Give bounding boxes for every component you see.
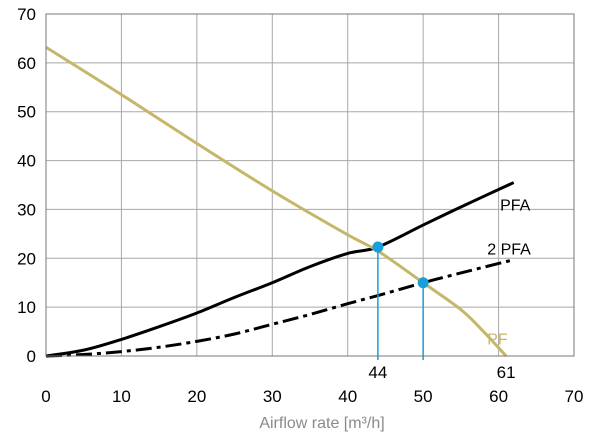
- x-tick-label-60: 60: [489, 387, 508, 406]
- series-label-pf: PF: [487, 331, 508, 348]
- x-tick-label-10: 10: [112, 387, 131, 406]
- y-tick-label-40: 40: [17, 152, 36, 171]
- drop-line-label-61: 61: [497, 363, 516, 382]
- series-line-pfa: [45, 181, 515, 358]
- y-tick-label-0: 0: [27, 347, 36, 366]
- x-tick-label-70: 70: [565, 387, 584, 406]
- y-tick-label-60: 60: [17, 54, 36, 73]
- y-tick-label-10: 10: [17, 298, 36, 317]
- plot-frame: [45, 13, 575, 357]
- series-line-pf: [45, 45, 508, 358]
- tick-labels: 0 10 20 30 40 50 60 70 0 10 20 30 40 50 60 70: [17, 5, 583, 406]
- operating-point-44: [372, 241, 384, 253]
- drop-line-label-44: 44: [368, 363, 387, 382]
- x-tick-label-20: 20: [187, 387, 206, 406]
- grid: [45, 13, 575, 357]
- y-tick-label-70: 70: [17, 5, 36, 24]
- series-line-2-pfa: [45, 258, 515, 358]
- x-axis-label: Airflow rate [m³/h]: [259, 415, 384, 432]
- drop-lines: [377, 247, 424, 360]
- x-tick-label-30: 30: [263, 387, 282, 406]
- y-tick-label-30: 30: [17, 200, 36, 219]
- annotations: 44 61 PFA 2 PFA PF: [368, 197, 531, 382]
- x-tick-label-0: 0: [41, 387, 50, 406]
- series-curves: [45, 45, 515, 358]
- operating-point-50: [417, 277, 429, 289]
- x-tick-label-40: 40: [338, 387, 357, 406]
- series-label-2-pfa: 2 PFA: [487, 241, 531, 258]
- x-tick-label-50: 50: [414, 387, 433, 406]
- point-markers: [372, 241, 429, 289]
- y-tick-label-20: 20: [17, 249, 36, 268]
- y-tick-label-50: 50: [17, 103, 36, 122]
- series-label-pfa: PFA: [500, 197, 531, 214]
